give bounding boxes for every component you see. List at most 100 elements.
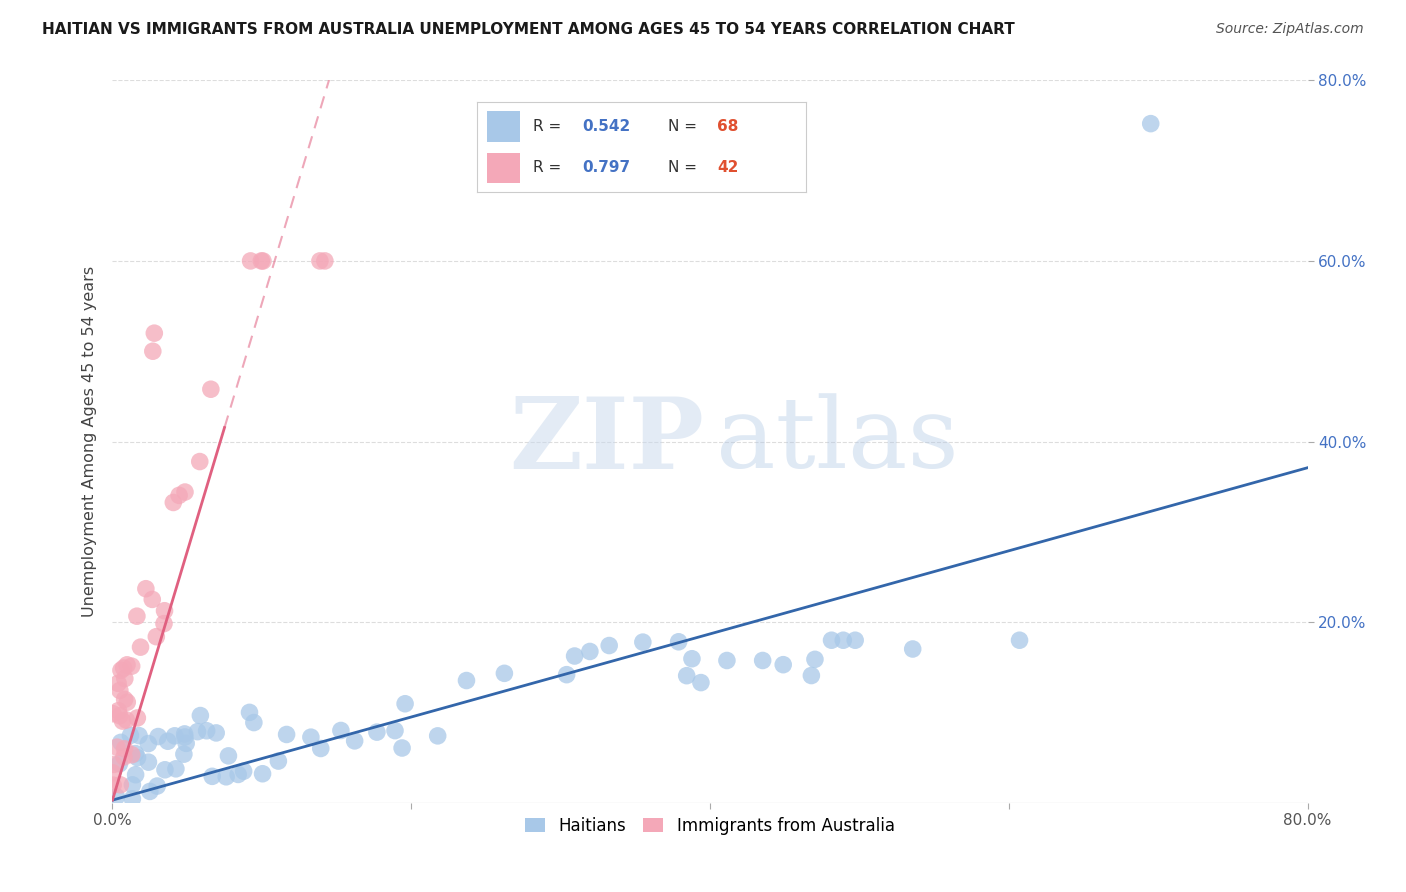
Point — [366, 725, 388, 739]
Point — [456, 673, 478, 688]
Point — [110, 735, 132, 749]
Point — [112, 750, 135, 764]
Point — [276, 727, 298, 741]
Point — [243, 715, 266, 730]
Point — [772, 657, 794, 672]
Point — [129, 640, 152, 654]
Text: ZIP: ZIP — [509, 393, 704, 490]
Point — [555, 667, 578, 681]
Point — [162, 495, 184, 509]
Point — [101, 765, 124, 780]
Point — [901, 642, 924, 657]
Point — [146, 779, 169, 793]
Point — [314, 254, 336, 268]
Point — [121, 747, 143, 762]
Point — [309, 741, 332, 756]
Point — [820, 633, 842, 648]
Point — [163, 729, 186, 743]
Text: HAITIAN VS IMMIGRANTS FROM AUSTRALIA UNEMPLOYMENT AMONG AGES 45 TO 54 YEARS CORR: HAITIAN VS IMMIGRANTS FROM AUSTRALIA UNE… — [42, 22, 1015, 37]
Point — [153, 763, 176, 777]
Point — [631, 635, 654, 649]
Point — [226, 767, 249, 781]
Point — [716, 653, 738, 667]
Point — [101, 706, 124, 721]
Point — [174, 730, 197, 744]
Point — [564, 648, 586, 663]
Point — [101, 778, 124, 792]
Point — [138, 737, 160, 751]
Point — [804, 652, 827, 666]
Legend: Haitians, Immigrants from Australia: Haitians, Immigrants from Australia — [519, 810, 901, 841]
Point — [232, 764, 254, 779]
Point — [120, 728, 142, 742]
Point — [391, 741, 413, 756]
Point — [329, 723, 352, 738]
Point — [343, 734, 366, 748]
Point — [1139, 117, 1161, 131]
Point — [112, 661, 135, 675]
Point — [105, 789, 128, 804]
Point — [114, 672, 136, 686]
Point — [138, 755, 160, 769]
Point — [121, 659, 143, 673]
Point — [394, 697, 416, 711]
Point — [252, 254, 274, 268]
Point — [107, 704, 129, 718]
Point — [250, 254, 273, 268]
Point — [267, 754, 290, 768]
Point — [107, 676, 129, 690]
Point — [115, 713, 138, 727]
Point — [201, 769, 224, 783]
Point — [195, 723, 218, 738]
Point — [103, 757, 125, 772]
Point — [1008, 633, 1031, 648]
Y-axis label: Unemployment Among Ages 45 to 54 years: Unemployment Among Ages 45 to 54 years — [82, 266, 97, 617]
Point — [579, 644, 602, 658]
Point — [215, 770, 238, 784]
Point — [108, 708, 131, 723]
Point — [156, 734, 179, 748]
Point — [124, 767, 146, 781]
Point — [190, 708, 212, 723]
Point — [426, 729, 449, 743]
Point — [252, 766, 274, 780]
Point — [165, 762, 187, 776]
Point — [751, 653, 773, 667]
Point — [844, 633, 866, 648]
Point — [148, 730, 170, 744]
Point — [128, 729, 150, 743]
Point — [174, 485, 197, 500]
Point — [127, 750, 149, 764]
Point — [800, 668, 823, 682]
Point — [110, 663, 132, 677]
Point — [124, 747, 146, 761]
Text: atlas: atlas — [716, 393, 959, 490]
Point — [675, 668, 697, 682]
Point — [205, 726, 228, 740]
Point — [110, 778, 132, 792]
Point — [173, 727, 195, 741]
Point — [384, 723, 406, 738]
Point — [174, 736, 197, 750]
Point — [238, 706, 260, 720]
Text: Source: ZipAtlas.com: Source: ZipAtlas.com — [1216, 22, 1364, 37]
Point — [139, 784, 162, 798]
Point — [153, 604, 176, 618]
Point — [239, 254, 262, 268]
Point — [111, 714, 134, 728]
Point — [142, 344, 165, 359]
Point — [217, 748, 239, 763]
Point — [121, 792, 143, 806]
Point — [200, 382, 222, 396]
Point — [121, 778, 143, 792]
Point — [299, 730, 322, 744]
Point — [114, 741, 136, 756]
Point — [143, 326, 166, 340]
Point — [668, 634, 690, 648]
Point — [141, 592, 163, 607]
Point — [494, 666, 516, 681]
Point — [115, 657, 138, 672]
Point — [127, 711, 149, 725]
Point — [690, 675, 713, 690]
Point — [832, 633, 855, 648]
